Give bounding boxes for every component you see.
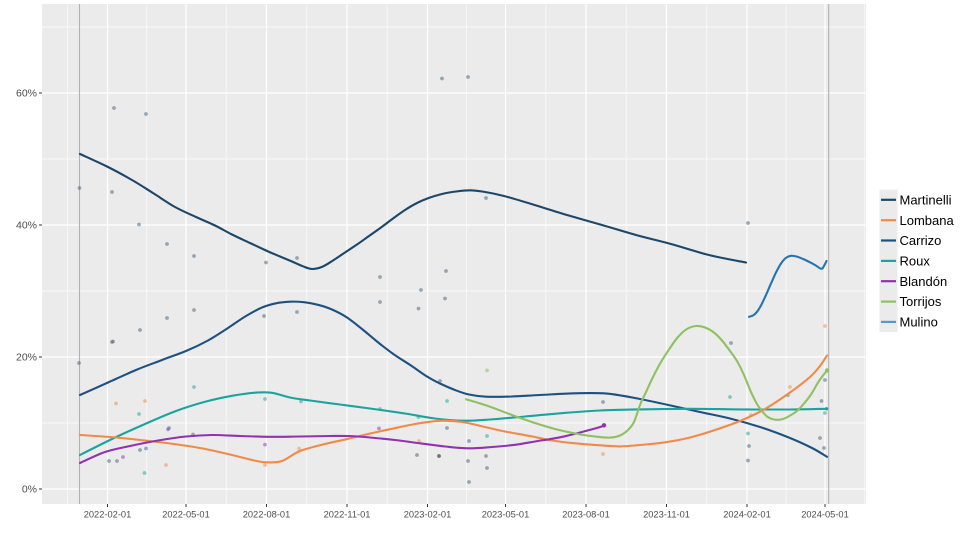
svg-text:2024-05-01: 2024-05-01 (801, 510, 849, 520)
svg-text:Mulino: Mulino (900, 315, 938, 330)
svg-text:Lombana: Lombana (900, 213, 955, 228)
svg-text:Martinelli: Martinelli (900, 192, 952, 207)
svg-text:2022-02-01: 2022-02-01 (84, 510, 132, 520)
svg-text:2023-11-01: 2023-11-01 (643, 510, 690, 520)
svg-text:2023-05-01: 2023-05-01 (482, 510, 530, 520)
svg-text:2023-02-01: 2023-02-01 (404, 510, 452, 520)
svg-text:60%: 60% (16, 88, 37, 100)
svg-text:2023-08-01: 2023-08-01 (562, 510, 610, 520)
svg-text:Carrizo: Carrizo (900, 233, 942, 248)
svg-text:Blandón: Blandón (900, 274, 948, 289)
svg-text:2022-11-01: 2022-11-01 (324, 510, 371, 520)
svg-text:Roux: Roux (900, 254, 931, 269)
svg-text:2022-05-01: 2022-05-01 (162, 510, 210, 520)
svg-text:0%: 0% (22, 484, 37, 496)
svg-text:20%: 20% (16, 352, 37, 364)
svg-text:40%: 40% (16, 220, 37, 232)
svg-text:2024-02-01: 2024-02-01 (723, 510, 771, 520)
svg-text:Torrijos: Torrijos (900, 294, 942, 309)
svg-text:2022-08-01: 2022-08-01 (243, 510, 291, 520)
